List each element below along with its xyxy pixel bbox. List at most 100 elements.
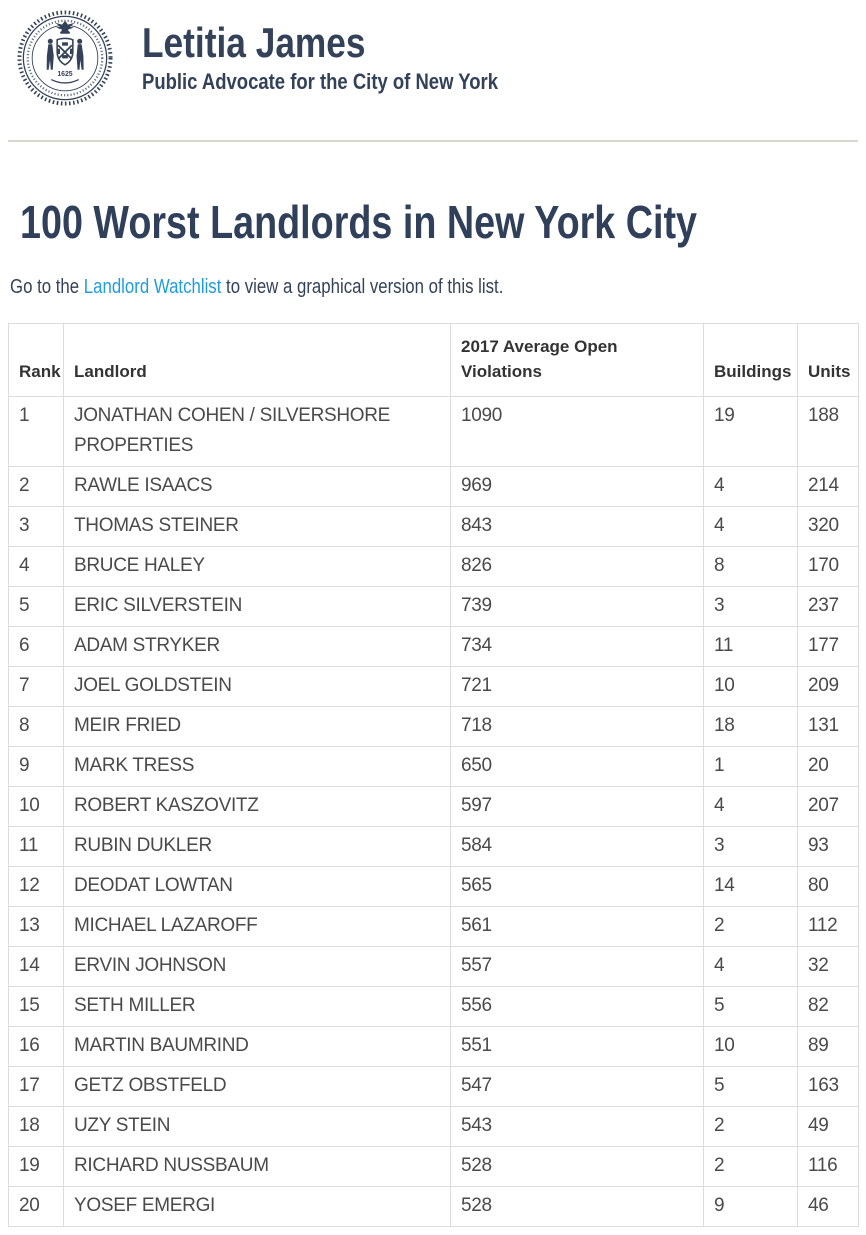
header-text: Letitia James Public Advocate for the Ci… (142, 19, 566, 96)
violations-cell: 528 (450, 1145, 704, 1187)
buildings-cell: 4 (703, 505, 798, 547)
landlord-cell: UZY STEIN (63, 1105, 451, 1147)
rank-cell: 9 (8, 745, 64, 787)
rank-cell: 11 (8, 825, 64, 867)
table-header-row: Rank Landlord 2017 Average Open Violatio… (8, 322, 859, 397)
landlord-cell: MARTIN BAUMRIND (63, 1025, 451, 1067)
violations-cell: 721 (450, 665, 704, 707)
rank-cell: 20 (8, 1185, 64, 1227)
table-row: 18 UZY STEIN 543 2 49 (8, 1105, 859, 1147)
units-cell: 188 (797, 395, 859, 467)
violations-cell: 556 (450, 985, 704, 1027)
rank-cell: 16 (8, 1025, 64, 1067)
landlord-cell: ERIC SILVERSTEIN (63, 585, 451, 627)
units-cell: 20 (797, 745, 859, 787)
landlord-cell: MEIR FRIED (63, 705, 451, 747)
landlord-cell: ROBERT KASZOVITZ (63, 785, 451, 827)
violations-cell: 1090 (450, 395, 704, 467)
buildings-cell: 4 (703, 785, 798, 827)
violations-cell: 561 (450, 905, 704, 947)
units-cell: 177 (797, 625, 859, 667)
units-cell: 237 (797, 585, 859, 627)
violations-cell: 826 (450, 545, 704, 587)
violations-cell: 597 (450, 785, 704, 827)
rank-cell: 1 (8, 395, 64, 467)
units-cell: 163 (797, 1065, 859, 1107)
violations-cell: 528 (450, 1185, 704, 1227)
rank-cell: 6 (8, 625, 64, 667)
table-row: 4 BRUCE HALEY 826 8 170 (8, 545, 859, 587)
rank-cell: 7 (8, 665, 64, 707)
worst-landlords-table: Rank Landlord 2017 Average Open Violatio… (8, 322, 859, 1227)
table-row: 8 MEIR FRIED 718 18 131 (8, 705, 859, 747)
buildings-cell: 2 (703, 1145, 798, 1187)
units-cell: 214 (797, 465, 859, 507)
column-header-units: Units (797, 322, 859, 397)
buildings-cell: 18 (703, 705, 798, 747)
table-row: 1 JONATHAN COHEN / SILVERSHORE PROPERTIES… (8, 395, 859, 467)
buildings-cell: 3 (703, 585, 798, 627)
table-row: 7 JOEL GOLDSTEIN 721 10 209 (8, 665, 859, 707)
landlord-cell: MARK TRESS (63, 745, 451, 787)
units-cell: 131 (797, 705, 859, 747)
violations-cell: 650 (450, 745, 704, 787)
landlord-cell: MICHAEL LAZAROFF (63, 905, 451, 947)
table-row: 17 GETZ OBSTFELD 547 5 163 (8, 1065, 859, 1107)
intro-prefix: Go to the (10, 275, 84, 298)
column-header-buildings: Buildings (703, 322, 798, 397)
violations-cell: 543 (450, 1105, 704, 1147)
rank-cell: 19 (8, 1145, 64, 1187)
main-content: 100 Worst Landlords in New York City Go … (8, 196, 859, 1227)
landlord-cell: ERVIN JOHNSON (63, 945, 451, 987)
landlord-cell: SETH MILLER (63, 985, 451, 1027)
units-cell: 170 (797, 545, 859, 587)
buildings-cell: 5 (703, 1065, 798, 1107)
buildings-cell: 3 (703, 825, 798, 867)
units-cell: 207 (797, 785, 859, 827)
table-row: 13 MICHAEL LAZAROFF 561 2 112 (8, 905, 859, 947)
buildings-cell: 4 (703, 465, 798, 507)
table-row: 11 RUBIN DUKLER 584 3 93 (8, 825, 859, 867)
seal-year-text: 1625 (57, 71, 72, 78)
violations-cell: 547 (450, 1065, 704, 1107)
units-cell: 49 (797, 1105, 859, 1147)
table-row: 19 RICHARD NUSSBAUM 528 2 116 (8, 1145, 859, 1187)
landlord-watchlist-link[interactable]: Landlord Watchlist (83, 275, 222, 298)
buildings-cell: 11 (703, 625, 798, 667)
buildings-cell: 14 (703, 865, 798, 907)
landlord-cell: DEODAT LOWTAN (63, 865, 451, 907)
units-cell: 82 (797, 985, 859, 1027)
rank-cell: 8 (8, 705, 64, 747)
landlord-cell: RUBIN DUKLER (63, 825, 451, 867)
header-divider (8, 140, 858, 142)
rank-cell: 18 (8, 1105, 64, 1147)
units-cell: 32 (797, 945, 859, 987)
table-row: 20 YOSEF EMERGI 528 9 46 (8, 1185, 859, 1227)
table-body: 1 JONATHAN COHEN / SILVERSHORE PROPERTIES… (8, 395, 859, 1227)
table-row: 16 MARTIN BAUMRIND 551 10 89 (8, 1025, 859, 1067)
violations-cell: 565 (450, 865, 704, 907)
buildings-cell: 1 (703, 745, 798, 787)
table-row: 15 SETH MILLER 556 5 82 (8, 985, 859, 1027)
landlord-cell: JONATHAN COHEN / SILVERSHORE PROPERTIES (63, 395, 451, 467)
table-row: 3 THOMAS STEINER 843 4 320 (8, 505, 859, 547)
column-header-violations: 2017 Average Open Violations (450, 322, 704, 397)
violations-cell: 718 (450, 705, 704, 747)
buildings-cell: 9 (703, 1185, 798, 1227)
units-cell: 93 (797, 825, 859, 867)
rank-cell: 4 (8, 545, 64, 587)
site-header: 1625 Letitia James Public Advocate for t… (8, 8, 858, 108)
rank-cell: 14 (8, 945, 64, 987)
buildings-cell: 4 (703, 945, 798, 987)
page-title: 100 Worst Landlords in New York City (20, 196, 698, 248)
table-row: 10 ROBERT KASZOVITZ 597 4 207 (8, 785, 859, 827)
table-row: 5 ERIC SILVERSTEIN 739 3 237 (8, 585, 859, 627)
intro-suffix: to view a graphical version of this list… (221, 275, 504, 298)
violations-cell: 739 (450, 585, 704, 627)
table-row: 6 ADAM STRYKER 734 11 177 (8, 625, 859, 667)
landlord-cell: BRUCE HALEY (63, 545, 451, 587)
units-cell: 112 (797, 905, 859, 947)
units-cell: 320 (797, 505, 859, 547)
buildings-cell: 8 (703, 545, 798, 587)
units-cell: 46 (797, 1185, 859, 1227)
